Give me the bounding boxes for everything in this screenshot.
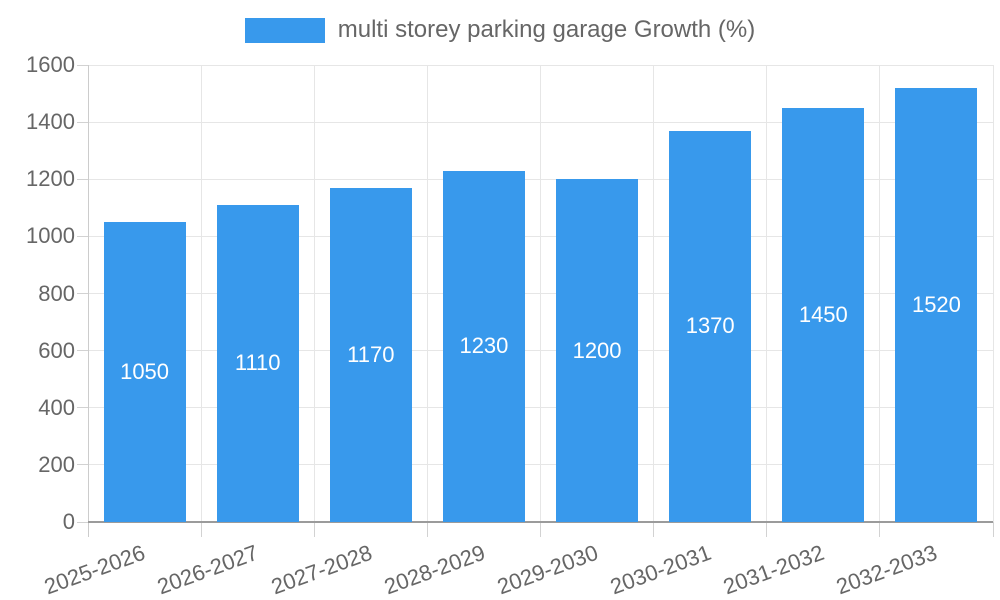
gridline-vertical [540, 65, 541, 522]
bar-value-label: 1370 [685, 313, 735, 339]
x-tick-label: 2025-2026 [41, 539, 149, 600]
y-axis-tick [77, 293, 88, 294]
y-tick-label: 0 [62, 509, 75, 534]
x-axis-tick [766, 522, 768, 537]
x-tick-label: 2028-2029 [380, 539, 489, 600]
bar-value-label: 1050 [120, 359, 170, 385]
y-tick-label: 800 [38, 280, 75, 306]
legend-label: multi storey parking garage Growth (%) [337, 16, 756, 43]
x-axis-tick [426, 522, 428, 537]
gridline-vertical [766, 65, 768, 522]
gridline-vertical [879, 65, 881, 522]
y-axis-tick [77, 235, 88, 237]
y-axis-tick [77, 178, 88, 180]
x-axis-tick [200, 522, 202, 537]
y-tick-label: 400 [38, 394, 75, 420]
x-tick-label: 2031-2032 [719, 539, 828, 600]
legend-item[interactable]: multi storey parking garage Growth (%) [0, 16, 1000, 44]
x-tick-label: 2030-2031 [606, 539, 715, 600]
legend-swatch-icon [244, 17, 325, 43]
y-axis-line [87, 65, 89, 537]
x-tick-label: 2027-2028 [267, 539, 375, 600]
bar-2027-2028[interactable] [329, 187, 412, 522]
y-tick-label: 1400 [26, 109, 75, 135]
bar-value-label: 1520 [911, 291, 961, 317]
x-tick-label: 2032-2033 [833, 539, 941, 600]
y-axis-tick [77, 521, 88, 523]
x-tick-label: 2026-2027 [154, 539, 262, 600]
y-axis-tick [77, 121, 88, 123]
y-axis-tick [77, 407, 88, 409]
bar-2025-2026[interactable] [103, 222, 186, 522]
y-tick-label: 1600 [26, 52, 75, 77]
y-tick-label: 600 [38, 337, 75, 363]
y-tick-label: 200 [38, 451, 75, 477]
bar-2030-2031[interactable] [669, 130, 752, 522]
gridline-vertical [992, 65, 994, 522]
x-axis-tick [879, 522, 881, 537]
y-tick-label: 1000 [26, 223, 75, 249]
y-tick-label: 1200 [26, 166, 75, 192]
bar-2032-2033[interactable] [895, 87, 978, 522]
bar-2026-2027[interactable] [216, 204, 299, 522]
x-axis-tick [540, 522, 541, 537]
x-axis-tick [653, 522, 655, 537]
bar-value-label: 1450 [798, 301, 848, 327]
y-axis-tick [77, 464, 88, 466]
x-axis-line [88, 521, 993, 523]
bar-2031-2032[interactable] [782, 107, 865, 522]
bar-value-label: 1230 [459, 333, 509, 359]
bar-value-label: 1170 [347, 341, 395, 367]
gridline-vertical [200, 65, 202, 522]
y-axis-tick [77, 350, 88, 352]
bar-2028-2029[interactable] [442, 170, 525, 522]
bar-2029-2030[interactable] [556, 179, 639, 522]
x-axis-tick [992, 522, 994, 537]
x-axis-tick [313, 522, 315, 537]
gridline-vertical [653, 65, 655, 522]
gridline-vertical [313, 65, 315, 522]
y-axis-tick [77, 64, 88, 66]
bar-value-label: 1110 [234, 350, 281, 376]
bar-value-label: 1200 [572, 337, 622, 363]
x-tick-label: 2029-2030 [493, 539, 602, 600]
gridline-vertical [426, 65, 428, 522]
